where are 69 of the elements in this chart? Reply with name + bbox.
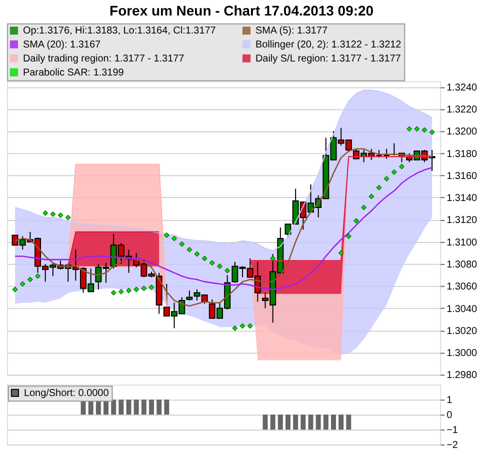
y-tick-label: 0 <box>446 410 453 422</box>
point <box>422 127 428 133</box>
y-tick-label: 1.3160 <box>446 170 478 182</box>
point <box>110 290 116 296</box>
y-tick-label: −1 <box>446 425 458 436</box>
y-tick-label: 1.3120 <box>446 215 478 226</box>
legend-label: Bollinger (20, 2): 1.3122 - 1.3212 <box>255 39 402 50</box>
y-tick-label: 1 <box>446 395 453 406</box>
point <box>429 130 435 135</box>
y-tick-label: 1.3080 <box>446 259 478 270</box>
point <box>270 256 276 262</box>
point <box>164 232 170 238</box>
point <box>217 264 222 269</box>
y-tick-label: 1.3200 <box>446 126 478 138</box>
point <box>42 210 48 216</box>
legend-label: Op:1.3176, Hi:1.3183, Lo:1.3164, Cl:1.3177 <box>22 26 216 37</box>
point <box>50 212 56 217</box>
y-tick-label: 1.3040 <box>446 304 478 315</box>
y-tick-label: 1.3060 <box>446 282 478 293</box>
point <box>247 323 253 329</box>
point <box>414 126 420 132</box>
point <box>240 323 246 329</box>
point <box>172 236 177 242</box>
y-tick-label: 1.3220 <box>446 104 478 116</box>
point <box>368 194 374 200</box>
point <box>20 281 26 287</box>
legend-label: Long/Short: 0.0000 <box>24 388 110 399</box>
point <box>384 176 390 182</box>
point <box>12 286 18 292</box>
point <box>346 234 352 239</box>
y-tick-label: 1.3000 <box>446 348 478 360</box>
point <box>202 256 208 262</box>
legend-label: Daily S/L region: 1.3177 - 1.3177 <box>255 53 402 64</box>
y-tick-label: 1.3100 <box>446 237 478 248</box>
point <box>141 286 147 291</box>
point <box>186 246 192 252</box>
point <box>28 276 33 282</box>
point <box>126 288 132 294</box>
point <box>148 284 154 290</box>
point <box>35 274 40 279</box>
legend-label: Parabolic SAR: 1.3199 <box>22 67 124 78</box>
point <box>399 164 404 170</box>
y-tick-label: 1.2980 <box>446 370 478 382</box>
point <box>338 250 344 256</box>
y-tick-label: −2 <box>446 440 458 452</box>
candlestick <box>383 148 390 160</box>
legend-label: SMA (20): 1.3167 <box>22 39 101 50</box>
point <box>224 268 230 274</box>
point <box>194 251 200 257</box>
chart-title: Forex um Neun - Chart 17.04.2013 09:20 <box>110 2 374 18</box>
point <box>354 218 359 224</box>
point <box>361 204 366 210</box>
point <box>210 260 215 266</box>
point <box>58 212 64 218</box>
point <box>232 326 238 331</box>
point <box>179 241 184 247</box>
legend-label: Daily trading region: 1.3177 - 1.3177 <box>22 53 185 64</box>
point <box>134 286 139 292</box>
candlestick <box>186 290 193 302</box>
y-tick-label: 1.3240 <box>446 82 478 94</box>
point <box>392 169 397 175</box>
y-tick-label: 1.3020 <box>446 326 478 337</box>
point <box>376 184 382 190</box>
y-tick-label: 1.3140 <box>446 193 478 204</box>
point <box>406 126 412 132</box>
point <box>118 289 124 294</box>
legend-label: SMA (5): 1.3177 <box>255 26 328 37</box>
point <box>65 214 71 220</box>
y-tick-label: 1.3180 <box>446 148 478 160</box>
